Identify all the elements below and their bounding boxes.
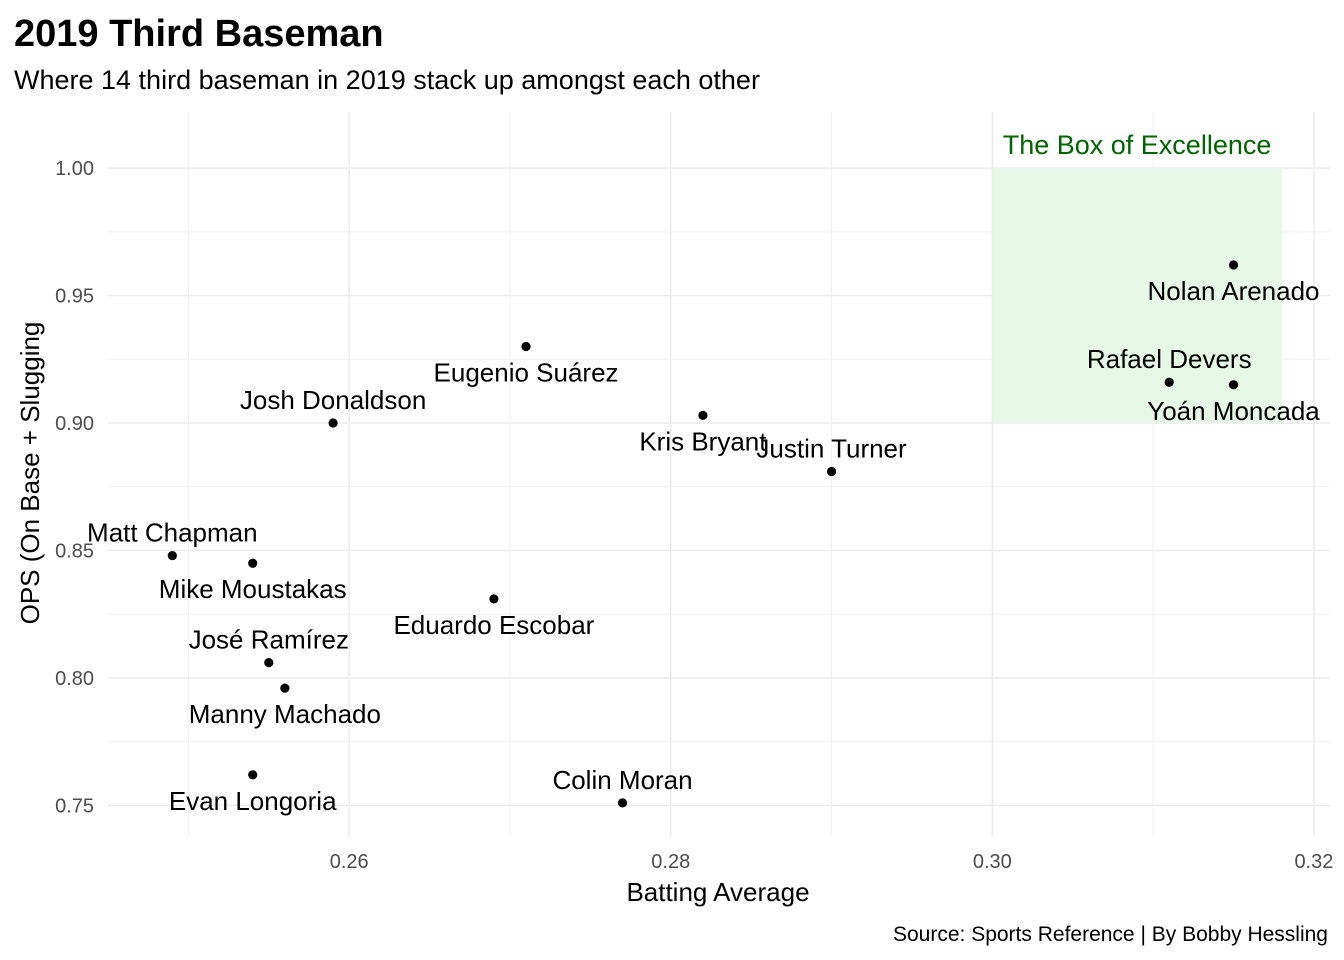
y-tick-label: 0.85 [55, 540, 94, 562]
tick-labels-layer: 0.26 0.28 0.30 0.32 0.75 0.80 0.85 0.90 0.95 1.00 [55, 158, 1333, 873]
data-point [1228, 380, 1239, 390]
chart-caption: Source: Sports Reference | By Bobby Hess… [893, 923, 1328, 946]
box-of-excellence-label: The Box of Excellence [1003, 130, 1272, 160]
data-point [617, 798, 628, 808]
data-point [280, 683, 290, 693]
point-label: Josh Donaldson [240, 385, 426, 415]
data-point [698, 410, 708, 420]
data-point [489, 594, 499, 604]
point-label: Kris Bryant [639, 426, 767, 456]
chart-title: 2019 Third Baseman [14, 13, 384, 55]
point-label: Evan Longoria [169, 786, 337, 816]
point-label: Colin Moran [552, 765, 692, 795]
data-point [248, 770, 258, 780]
y-tick-label: 0.90 [55, 413, 94, 435]
data-point [826, 466, 837, 477]
point-labels-layer: Nolan Arenado Rafael Devers Yoán Moncada Eu… [87, 276, 1320, 816]
data-point [1228, 260, 1239, 270]
point-label: Manny Machado [189, 699, 381, 729]
point-label: Yoán Moncada [1147, 396, 1320, 426]
x-tick-label: 0.26 [330, 851, 369, 873]
x-tick-label: 0.30 [973, 851, 1012, 873]
y-tick-label: 0.75 [55, 795, 94, 817]
data-point [248, 558, 258, 568]
chart-subtitle: Where 14 third baseman in 2019 stack up … [14, 65, 760, 95]
point-label: Matt Chapman [87, 518, 258, 548]
y-tick-label: 0.80 [55, 668, 94, 690]
y-tick-label: 1.00 [55, 158, 94, 180]
point-label: Justin Turner [756, 433, 907, 463]
data-point [328, 418, 338, 428]
data-point [264, 658, 274, 668]
point-label: Eduardo Escobar [393, 610, 594, 640]
y-axis-title: OPS (On Base + Slugging [15, 322, 45, 625]
data-point [167, 550, 177, 561]
x-tick-label: 0.32 [1294, 851, 1333, 873]
x-axis-title: Batting Average [626, 877, 809, 907]
x-tick-label: 0.28 [651, 851, 690, 873]
point-label: José Ramírez [189, 625, 349, 655]
y-tick-label: 0.95 [55, 286, 94, 308]
points-layer [167, 260, 1239, 808]
point-label: Rafael Devers [1087, 344, 1252, 374]
data-point [521, 341, 531, 352]
point-label: Nolan Arenado [1148, 276, 1320, 306]
point-label: Eugenio Suárez [434, 358, 619, 388]
point-label: Mike Moustakas [159, 574, 347, 604]
data-point [1164, 377, 1174, 387]
